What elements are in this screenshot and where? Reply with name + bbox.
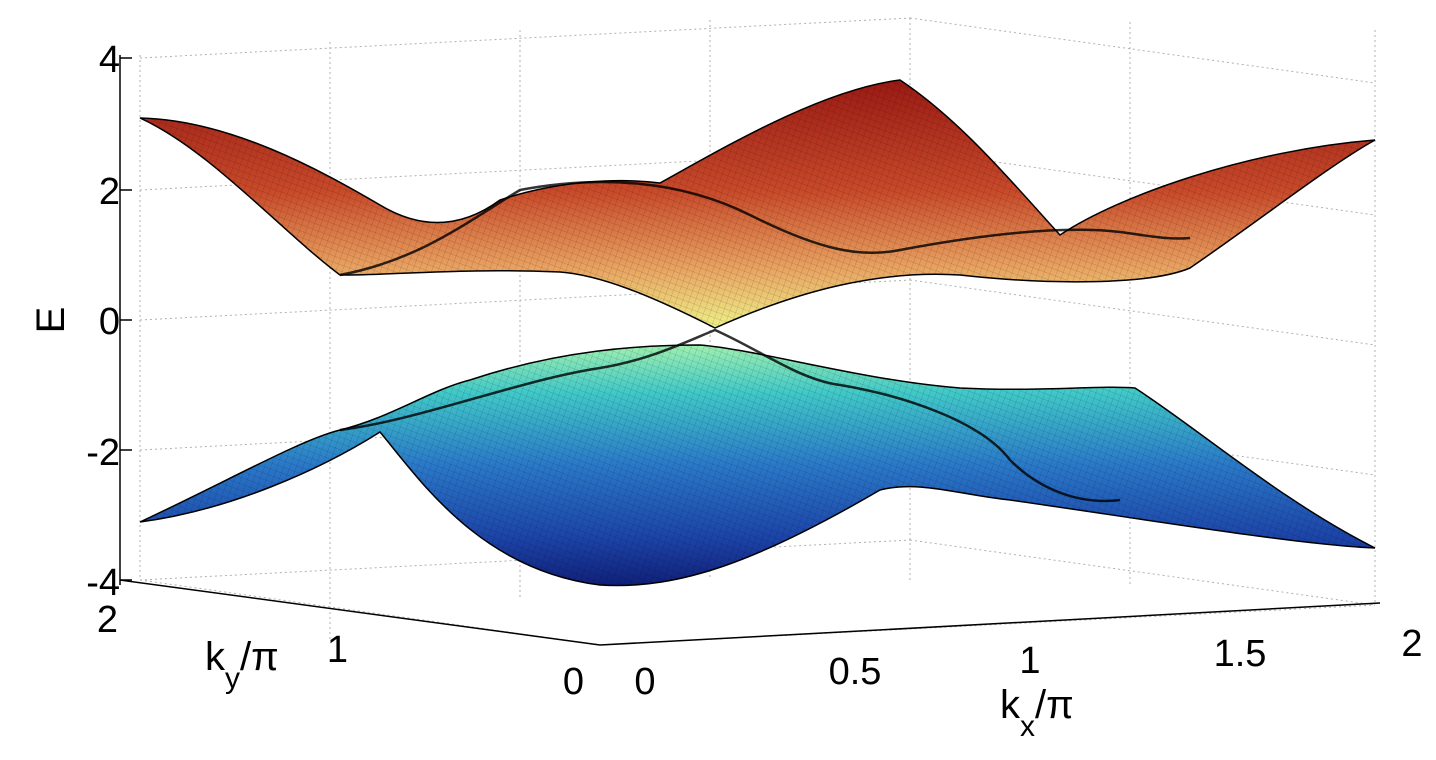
z-axis-ticks: 4 2 0 -2 -4	[86, 39, 120, 604]
x-axis-line	[599, 602, 1381, 646]
grid-line-horizontal	[909, 409, 1376, 476]
x-tick: 0	[634, 661, 655, 703]
grid-line-horizontal	[909, 539, 1376, 606]
y-tick: 1	[327, 629, 348, 671]
lower-band-surface	[139, 328, 1376, 587]
grid-line-horizontal	[909, 17, 1376, 84]
upper-band-mesh	[140, 80, 1375, 328]
grid-line-horizontal	[909, 149, 1376, 216]
upper-band-surface	[139, 79, 1376, 329]
y-tick: 2	[97, 599, 118, 641]
x-tick: 2	[1401, 623, 1422, 665]
y-axis-line	[119, 579, 601, 646]
z-tick: 4	[99, 39, 120, 81]
x-axis-label-main: k	[1000, 683, 1021, 727]
x-axis-label-sub: x	[1020, 710, 1035, 743]
y-axis-ticks: 2 1 0	[97, 599, 584, 703]
upper-band-front-fold	[339, 180, 1191, 277]
lower-band-mesh	[140, 345, 1375, 586]
x-axis-label: kx/π	[1000, 683, 1074, 743]
grid-line-horizontal	[909, 279, 1376, 346]
y-axis-label: ky/π	[205, 635, 279, 695]
x-axis-label-rest: /π	[1035, 683, 1074, 727]
grid-line-horizontal	[139, 149, 911, 191]
z-tick: 2	[99, 171, 120, 213]
lower-band-front-fold	[339, 328, 1121, 503]
z-axis-label: E	[29, 307, 73, 334]
y-axis-label-rest: /π	[240, 635, 279, 679]
y-axis-label-sub: y	[225, 662, 240, 695]
z-tick: 0	[99, 301, 120, 343]
grid-line-horizontal	[139, 279, 911, 321]
y-tick: 0	[563, 661, 584, 703]
x-tick: 1.5	[1214, 633, 1267, 675]
z-tick: -4	[86, 562, 120, 604]
grid-line-horizontal	[139, 17, 911, 59]
x-axis-ticks: 0 0.5 1 1.5 2	[634, 623, 1422, 703]
x-tick: 1	[1019, 640, 1040, 682]
x-tick: 0.5	[829, 651, 882, 693]
grid-line-floor	[599, 604, 1376, 646]
z-tick: -2	[86, 432, 120, 474]
y-axis-label-main: k	[205, 635, 226, 679]
